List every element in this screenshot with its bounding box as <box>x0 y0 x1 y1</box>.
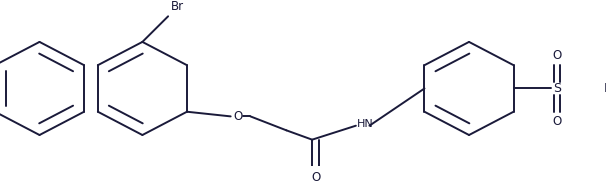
Text: O: O <box>311 171 320 184</box>
Text: O: O <box>553 115 562 128</box>
Text: Br: Br <box>171 0 184 13</box>
Text: N: N <box>604 82 606 95</box>
Text: O: O <box>553 49 562 62</box>
Text: S: S <box>553 82 561 95</box>
Text: HN: HN <box>357 119 374 129</box>
Text: O: O <box>233 110 243 123</box>
